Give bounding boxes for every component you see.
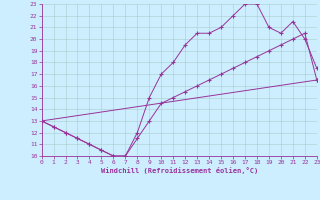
X-axis label: Windchill (Refroidissement éolien,°C): Windchill (Refroidissement éolien,°C) bbox=[100, 167, 258, 174]
